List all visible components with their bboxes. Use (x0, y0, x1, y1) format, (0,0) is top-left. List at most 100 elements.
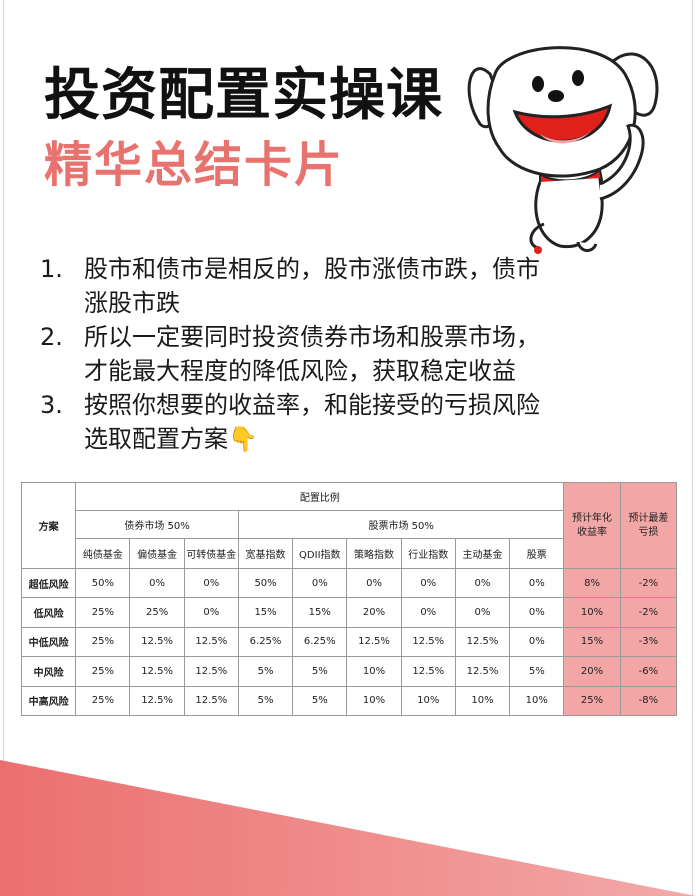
dog-mascot-icon (467, 46, 659, 254)
table-cell: 12.5% (129, 656, 185, 687)
expected-return-cell: 25% (563, 685, 621, 717)
table-cell: 25% (75, 685, 131, 717)
table-cell: 0% (454, 567, 511, 599)
table-cell: 10% (346, 656, 402, 687)
risk-level: 中高风险 (20, 685, 77, 717)
page-frame (3, 0, 693, 896)
table-cell: 10% (454, 685, 511, 717)
table-cell: 0% (509, 626, 565, 658)
point-line: 才能最大程度的降低风险，获取稳定收益 (84, 357, 516, 385)
table-cell: 12.5% (346, 626, 402, 658)
table-cell: 12.5% (129, 685, 185, 717)
page-subtitle: 精华总结卡片 (44, 137, 345, 193)
column-header: 主动基金 (454, 538, 511, 569)
risk-level: 中低风险 (20, 626, 77, 658)
table-row: 低风险 25% 25% 0% 15% 15% 20% 0% 0% 0% 10% … (20, 597, 678, 628)
table-cell: 25% (75, 626, 131, 658)
table-cell: 15% (292, 597, 348, 628)
worst-loss-cell: -2% (619, 597, 678, 628)
table-row: 中高风险 25% 12.5% 12.5% 5% 5% 10% 10% 10% 1… (20, 685, 678, 717)
table-cell: 12.5% (400, 626, 456, 658)
expected-return-cell: 15% (563, 626, 621, 658)
table-cell: 10% (346, 685, 402, 717)
column-header: 可转债基金 (183, 538, 239, 569)
table-cell: 12.5% (183, 626, 239, 658)
table-cell: 10% (509, 685, 565, 717)
table-cell: 12.5% (400, 656, 456, 687)
point-number: 3. (40, 391, 63, 419)
summary-points: 1. 股市和债市是相反的，股市涨债市跌，债市 涨股市跌 2. 所以一定要同时投资… (40, 252, 660, 456)
point-2: 2. 所以一定要同时投资债券市场和股票市场， 才能最大程度的降低风险，获取稳定收… (40, 320, 660, 388)
table-cell: 0% (400, 597, 456, 628)
table-cell: 5% (292, 685, 348, 717)
decorative-corner-shape (0, 760, 696, 896)
stock-market-header: 股票市场 50% (237, 510, 565, 539)
table-cell: 0% (183, 567, 239, 599)
table-cell: 0% (183, 597, 239, 628)
table-cell: 12.5% (454, 626, 511, 658)
table-cell: 5% (509, 656, 565, 687)
point-number: 1. (40, 255, 63, 283)
table-cell: 12.5% (183, 656, 239, 687)
expected-return-cell: 20% (563, 656, 621, 687)
risk-level: 低风险 (20, 597, 77, 628)
table-cell: 0% (509, 567, 565, 599)
table-cell: 12.5% (129, 626, 185, 658)
worst-loss-cell: -8% (619, 685, 678, 717)
column-header: 宽基指数 (237, 538, 294, 569)
point-line: 股市和债市是相反的，股市涨债市跌，债市 (84, 255, 540, 283)
risk-level: 超低风险 (20, 567, 77, 599)
point-line: 涨股市跌 (84, 289, 180, 317)
scheme-header: 方案 (20, 482, 77, 569)
allocation-table-container: 方案 配置比例 预计年化收益率 预计最差亏损 债券市场 50% 股票市场 50%… (20, 482, 678, 717)
table-cell: 0% (400, 567, 456, 599)
table-row: 超低风险 50% 0% 0% 50% 0% 0% 0% 0% 0% 8% -2% (20, 567, 678, 599)
page-title: 投资配置实操课 (44, 63, 443, 128)
table-cell: 50% (75, 567, 131, 599)
table-cell: 0% (346, 567, 402, 599)
table-cell: 25% (129, 597, 185, 628)
column-header: 股票 (509, 538, 565, 569)
expected-return-cell: 8% (563, 567, 621, 599)
table-cell: 5% (292, 656, 348, 687)
point-line: 选取配置方案👇 (84, 425, 258, 453)
expected-return-header: 预计年化收益率 (563, 482, 621, 569)
worst-loss-cell: -6% (619, 656, 678, 687)
worst-loss-cell: -3% (619, 626, 678, 658)
worst-loss-cell: -2% (619, 567, 678, 599)
point-number: 2. (40, 323, 63, 351)
worst-loss-header: 预计最差亏损 (619, 482, 678, 569)
column-header: QDII指数 (292, 538, 348, 569)
point-3: 3. 按照你想要的收益率，和能接受的亏损风险 选取配置方案👇 (40, 388, 660, 456)
table-cell: 5% (237, 656, 294, 687)
table-cell: 12.5% (183, 685, 239, 717)
point-line: 按照你想要的收益率，和能接受的亏损风险 (84, 391, 540, 419)
table-cell: 12.5% (454, 656, 511, 687)
table-cell: 5% (237, 685, 294, 717)
risk-level: 中风险 (20, 656, 77, 687)
table-cell: 25% (75, 656, 131, 687)
column-header: 行业指数 (400, 538, 456, 569)
allocation-table: 方案 配置比例 预计年化收益率 预计最差亏损 债券市场 50% 股票市场 50%… (20, 482, 678, 717)
column-header: 策略指数 (346, 538, 402, 569)
bond-market-header: 债券市场 50% (75, 510, 239, 539)
table-cell: 25% (75, 597, 131, 628)
point-1: 1. 股市和债市是相反的，股市涨债市跌，债市 涨股市跌 (40, 252, 660, 320)
allocation-header: 配置比例 (75, 482, 565, 511)
table-cell: 0% (454, 597, 511, 628)
table-cell: 6.25% (292, 626, 348, 658)
column-header: 偏债基金 (129, 538, 185, 569)
expected-return-cell: 10% (563, 597, 621, 628)
table-cell: 0% (129, 567, 185, 599)
table-cell: 50% (237, 567, 294, 599)
table-cell: 0% (509, 597, 565, 628)
point-line: 所以一定要同时投资债券市场和股票市场， (84, 323, 540, 351)
table-row: 中风险 25% 12.5% 12.5% 5% 5% 10% 12.5% 12.5… (20, 656, 678, 687)
table-row: 中低风险 25% 12.5% 12.5% 6.25% 6.25% 12.5% 1… (20, 626, 678, 658)
table-cell: 10% (400, 685, 456, 717)
table-cell: 0% (292, 567, 348, 599)
table-cell: 6.25% (237, 626, 294, 658)
column-header: 纯债基金 (75, 538, 131, 569)
table-cell: 15% (237, 597, 294, 628)
table-cell: 20% (346, 597, 402, 628)
